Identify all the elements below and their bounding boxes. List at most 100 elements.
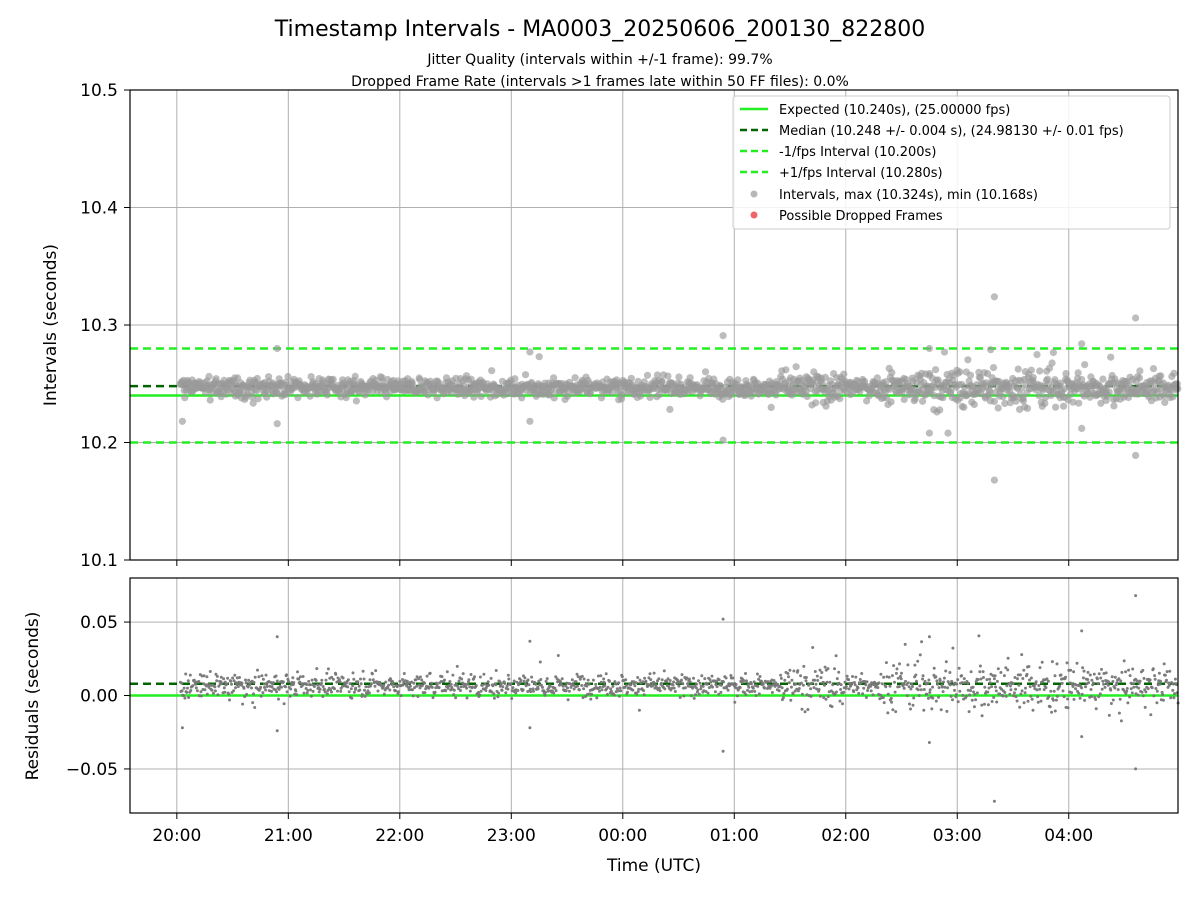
residual-point <box>352 677 356 681</box>
residual-point <box>478 675 482 679</box>
interval-point-outlier <box>944 429 952 437</box>
residual-point <box>431 696 435 700</box>
residual-point <box>1062 695 1066 699</box>
residual-point <box>715 679 719 683</box>
residual-point <box>944 669 948 673</box>
y-tick-label: 10.5 <box>80 81 118 101</box>
residual-point <box>410 680 414 684</box>
residual-point <box>686 682 690 686</box>
residual-point <box>350 696 354 700</box>
residual-point <box>1086 678 1090 681</box>
residual-point <box>811 646 815 649</box>
residual-point <box>305 683 309 686</box>
residual-point <box>374 669 378 673</box>
residual-point <box>644 679 648 683</box>
residual-point <box>813 670 817 673</box>
intervals-panel: 10.1 10.2 10.3 10.4 10.5 Intervals (seconds)… <box>41 81 1182 571</box>
interval-point <box>1014 365 1022 373</box>
interval-point <box>999 393 1007 401</box>
residual-point <box>900 671 903 675</box>
residual-point <box>1128 674 1132 678</box>
residual-point <box>616 689 620 693</box>
intervals-x-ticks <box>176 560 1070 566</box>
residual-point <box>844 685 848 688</box>
residual-point <box>988 677 992 681</box>
residual-point <box>864 683 868 687</box>
residual-point <box>275 679 279 683</box>
residual-point <box>1081 676 1085 680</box>
residual-point <box>1066 706 1070 710</box>
residual-point <box>920 640 924 644</box>
residual-point <box>672 686 676 690</box>
interval-point <box>887 398 895 406</box>
interval-point <box>1170 369 1178 377</box>
residual-point <box>396 690 400 694</box>
residual-point <box>595 696 599 700</box>
residual-point <box>908 702 911 706</box>
residual-point <box>1012 694 1015 698</box>
residual-point <box>1025 672 1029 676</box>
residual-point <box>253 706 257 709</box>
interval-point <box>1041 399 1049 407</box>
residual-point <box>526 678 530 682</box>
residual-point <box>326 667 330 671</box>
residual-point <box>347 690 351 694</box>
residual-point <box>1035 688 1039 692</box>
residual-point <box>294 689 298 693</box>
interval-point-outlier <box>987 346 995 354</box>
residual-point-outlier <box>528 639 532 643</box>
residual-point <box>233 673 237 677</box>
residual-point <box>543 693 547 697</box>
interval-point-outlier <box>526 417 534 425</box>
residual-point <box>236 685 240 689</box>
interval-point-outlier <box>719 332 727 340</box>
residual-point <box>1055 694 1059 698</box>
residual-point <box>631 688 635 692</box>
residual-point <box>329 688 333 692</box>
x-tick-label: 22:00 <box>375 826 424 846</box>
residual-point <box>567 689 571 693</box>
residual-point <box>1034 680 1038 684</box>
residual-point <box>1127 668 1131 672</box>
residual-point <box>223 690 227 694</box>
residual-point <box>1096 682 1100 685</box>
residual-point <box>468 689 472 693</box>
residual-point <box>752 680 756 684</box>
residual-point <box>1018 705 1022 709</box>
residual-point <box>261 677 265 681</box>
residual-point <box>803 710 807 714</box>
residual-point <box>194 682 197 686</box>
residual-point <box>370 672 374 676</box>
residual-point <box>617 681 621 685</box>
residual-point <box>1119 679 1123 683</box>
residual-point <box>351 684 355 688</box>
residual-point <box>1137 686 1141 690</box>
residual-point <box>326 689 330 692</box>
residual-point <box>990 700 994 703</box>
residual-point <box>1029 676 1033 680</box>
residual-point <box>238 676 241 679</box>
residual-point <box>713 690 717 694</box>
residual-point <box>398 679 402 683</box>
interval-point <box>294 394 302 402</box>
residual-point <box>457 687 461 691</box>
interval-point <box>1081 361 1089 369</box>
residual-point <box>289 687 293 691</box>
residual-point <box>1149 713 1153 717</box>
residual-point <box>392 685 396 689</box>
residual-point <box>250 686 253 690</box>
residual-point <box>903 642 907 646</box>
residuals-x-ticks: 20:00 21:00 22:00 23:00 00:00 01:00 02:00 03:00… <box>152 813 1093 846</box>
residual-point <box>1126 701 1130 705</box>
interval-point <box>1035 392 1043 400</box>
interval-point <box>719 395 727 403</box>
residual-point <box>932 666 936 670</box>
residual-point <box>1071 685 1075 688</box>
residual-point <box>448 680 452 683</box>
residual-point <box>853 683 857 687</box>
residual-point <box>677 684 681 688</box>
residual-point <box>892 664 896 668</box>
residual-point <box>213 689 217 693</box>
interval-point <box>1052 403 1060 411</box>
residual-point <box>948 671 952 674</box>
